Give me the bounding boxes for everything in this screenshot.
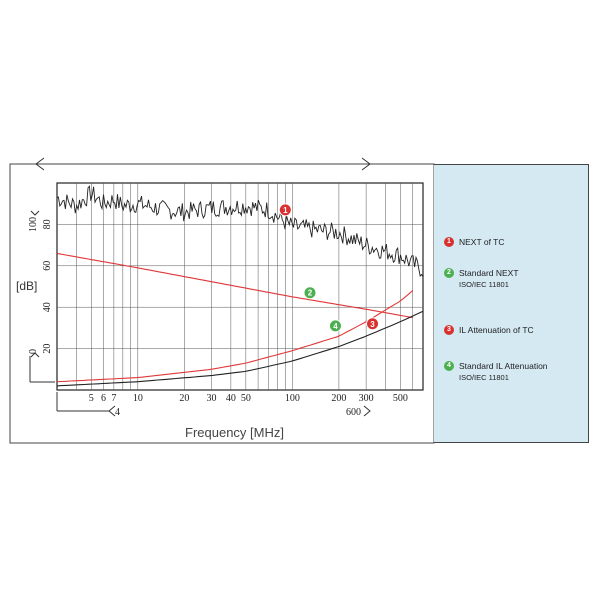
legend-item-il-attenuation-tc: 3 IL Attenuation of TC (444, 325, 534, 336)
series-line-2 (56, 252, 413, 319)
marker-1: 1 (278, 203, 292, 217)
marker-number: 4 (333, 322, 338, 331)
markers-layer: 1 2 3 4 (278, 203, 380, 333)
y-range-bottom-label: 0 (28, 349, 39, 354)
legend-sub-standard-next: ISO/IEC 11801 (459, 280, 509, 289)
y-tick-label: 40 (42, 302, 53, 312)
y-bottom-arrow (30, 352, 40, 358)
y-top-arrow (30, 210, 40, 216)
marker-circle (366, 317, 380, 331)
x-tick-label: 6 (101, 393, 106, 404)
marker-2: 2 (303, 286, 317, 300)
x-axis-label: Frequency [MHz] (185, 425, 284, 440)
x-tick-label: 30 (207, 393, 217, 404)
legend-item-standard-next: 2 Standard NEXT ISO/IEC 11801 (444, 268, 519, 290)
x-tick-label: 100 (285, 393, 300, 404)
legend-sub-standard-il: ISO/IEC 11801 (459, 373, 509, 382)
x-tick-label: 50 (241, 393, 251, 404)
legend-badge-1: 1 (444, 237, 454, 247)
marker-number: 2 (308, 289, 313, 298)
x-tick-label: 5 (89, 393, 94, 404)
legend-label-standard-il: Standard IL Attenuation (459, 361, 548, 371)
legend-label-standard-next: Standard NEXT (459, 268, 519, 278)
series-line-4 (56, 290, 414, 383)
y-tick-label: 20 (42, 344, 53, 354)
y-ticks: 20 40 60 80 (42, 219, 53, 353)
marker-3: 3 (366, 317, 380, 331)
x-right-arrow (363, 405, 371, 417)
series-line-1 (56, 185, 424, 278)
legend-badge-4: 4 (444, 361, 454, 371)
x-tick-label: 200 (331, 393, 346, 404)
legend-label-next-tc: NEXT of TC (459, 237, 505, 247)
marker-number: 3 (370, 320, 375, 329)
legend-badge-3: 3 (444, 325, 454, 335)
x-tick-label: 500 (393, 393, 408, 404)
y-tick-label: 60 (42, 261, 53, 271)
legend-label-il-attenuation-tc: IL Attenuation of TC (459, 325, 534, 335)
y-range-top-label: 100 (28, 217, 39, 232)
legend-item-standard-il: 4 Standard IL Attenuation ISO/IEC 11801 (444, 361, 548, 383)
top-left-arrow (35, 157, 45, 171)
x-tick-label: 300 (359, 393, 374, 404)
x-range-right-label: 600 (346, 407, 361, 418)
y-axis-label: [dB] (16, 279, 37, 293)
marker-4: 4 (328, 319, 342, 333)
marker-circle (328, 319, 342, 333)
y-tick-label: 80 (42, 219, 53, 229)
series-line-3 (56, 310, 424, 387)
x-tick-label: 7 (111, 393, 116, 404)
x-tick-label: 10 (133, 393, 143, 404)
x-tick-label: 20 (179, 393, 189, 404)
legend-panel: 1 NEXT of TC 2 Standard NEXT ISO/IEC 118… (434, 164, 589, 443)
series-layer (56, 185, 424, 387)
marker-circle (303, 286, 317, 300)
legend-item-next-tc: 1 NEXT of TC (444, 237, 505, 248)
x-range-left-label: 4 (115, 407, 120, 418)
top-right-arrow (361, 157, 371, 171)
marker-circle (278, 203, 292, 217)
x-tick-label: 40 (226, 393, 236, 404)
x-ticks: 5 6 7 10 20 30 40 50 100 200 300 500 (89, 393, 408, 404)
legend-badge-2: 2 (444, 268, 454, 278)
marker-number: 1 (283, 206, 288, 215)
